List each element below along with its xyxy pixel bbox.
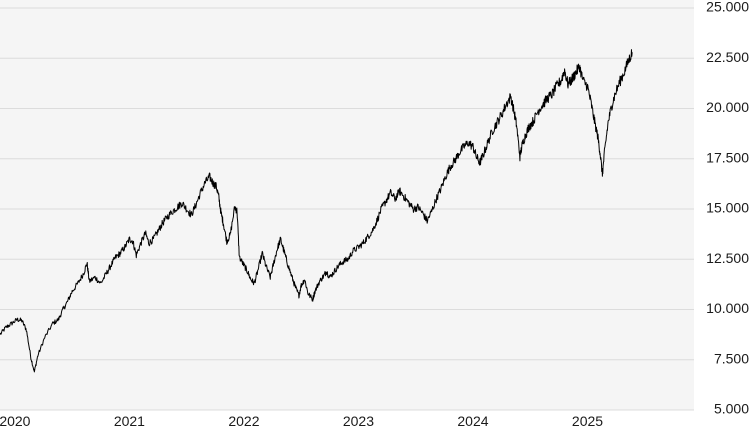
x-tick-label: 2020 [0,413,31,429]
y-axis: 5.000 7.500 10.000 12.500 15.000 17.500 20.000… [706,0,749,417]
y-tick-label: 7.500 [714,350,749,366]
y-tick-label: 10.000 [706,300,749,316]
x-tick-label: 2022 [228,413,259,429]
x-tick-label: 2025 [572,413,603,429]
y-tick-label: 25.000 [706,0,749,15]
plot-background [0,0,694,410]
y-tick-label: 15.000 [706,200,749,216]
x-tick-label: 2023 [343,413,374,429]
series-line [0,49,633,373]
y-tick-label: 5.000 [714,401,749,417]
gridlines [0,7,694,411]
y-tick-label: 17.500 [706,149,749,165]
x-tick-label: 2021 [114,413,145,429]
series-layer [0,49,633,373]
y-tick-label: 20.000 [706,99,749,115]
y-tick-label: 12.500 [706,250,749,266]
x-tick-label: 2024 [457,413,488,429]
x-axis: 2020 2021 2022 2023 2024 2025 [0,413,603,429]
y-tick-label: 22.500 [706,49,749,65]
